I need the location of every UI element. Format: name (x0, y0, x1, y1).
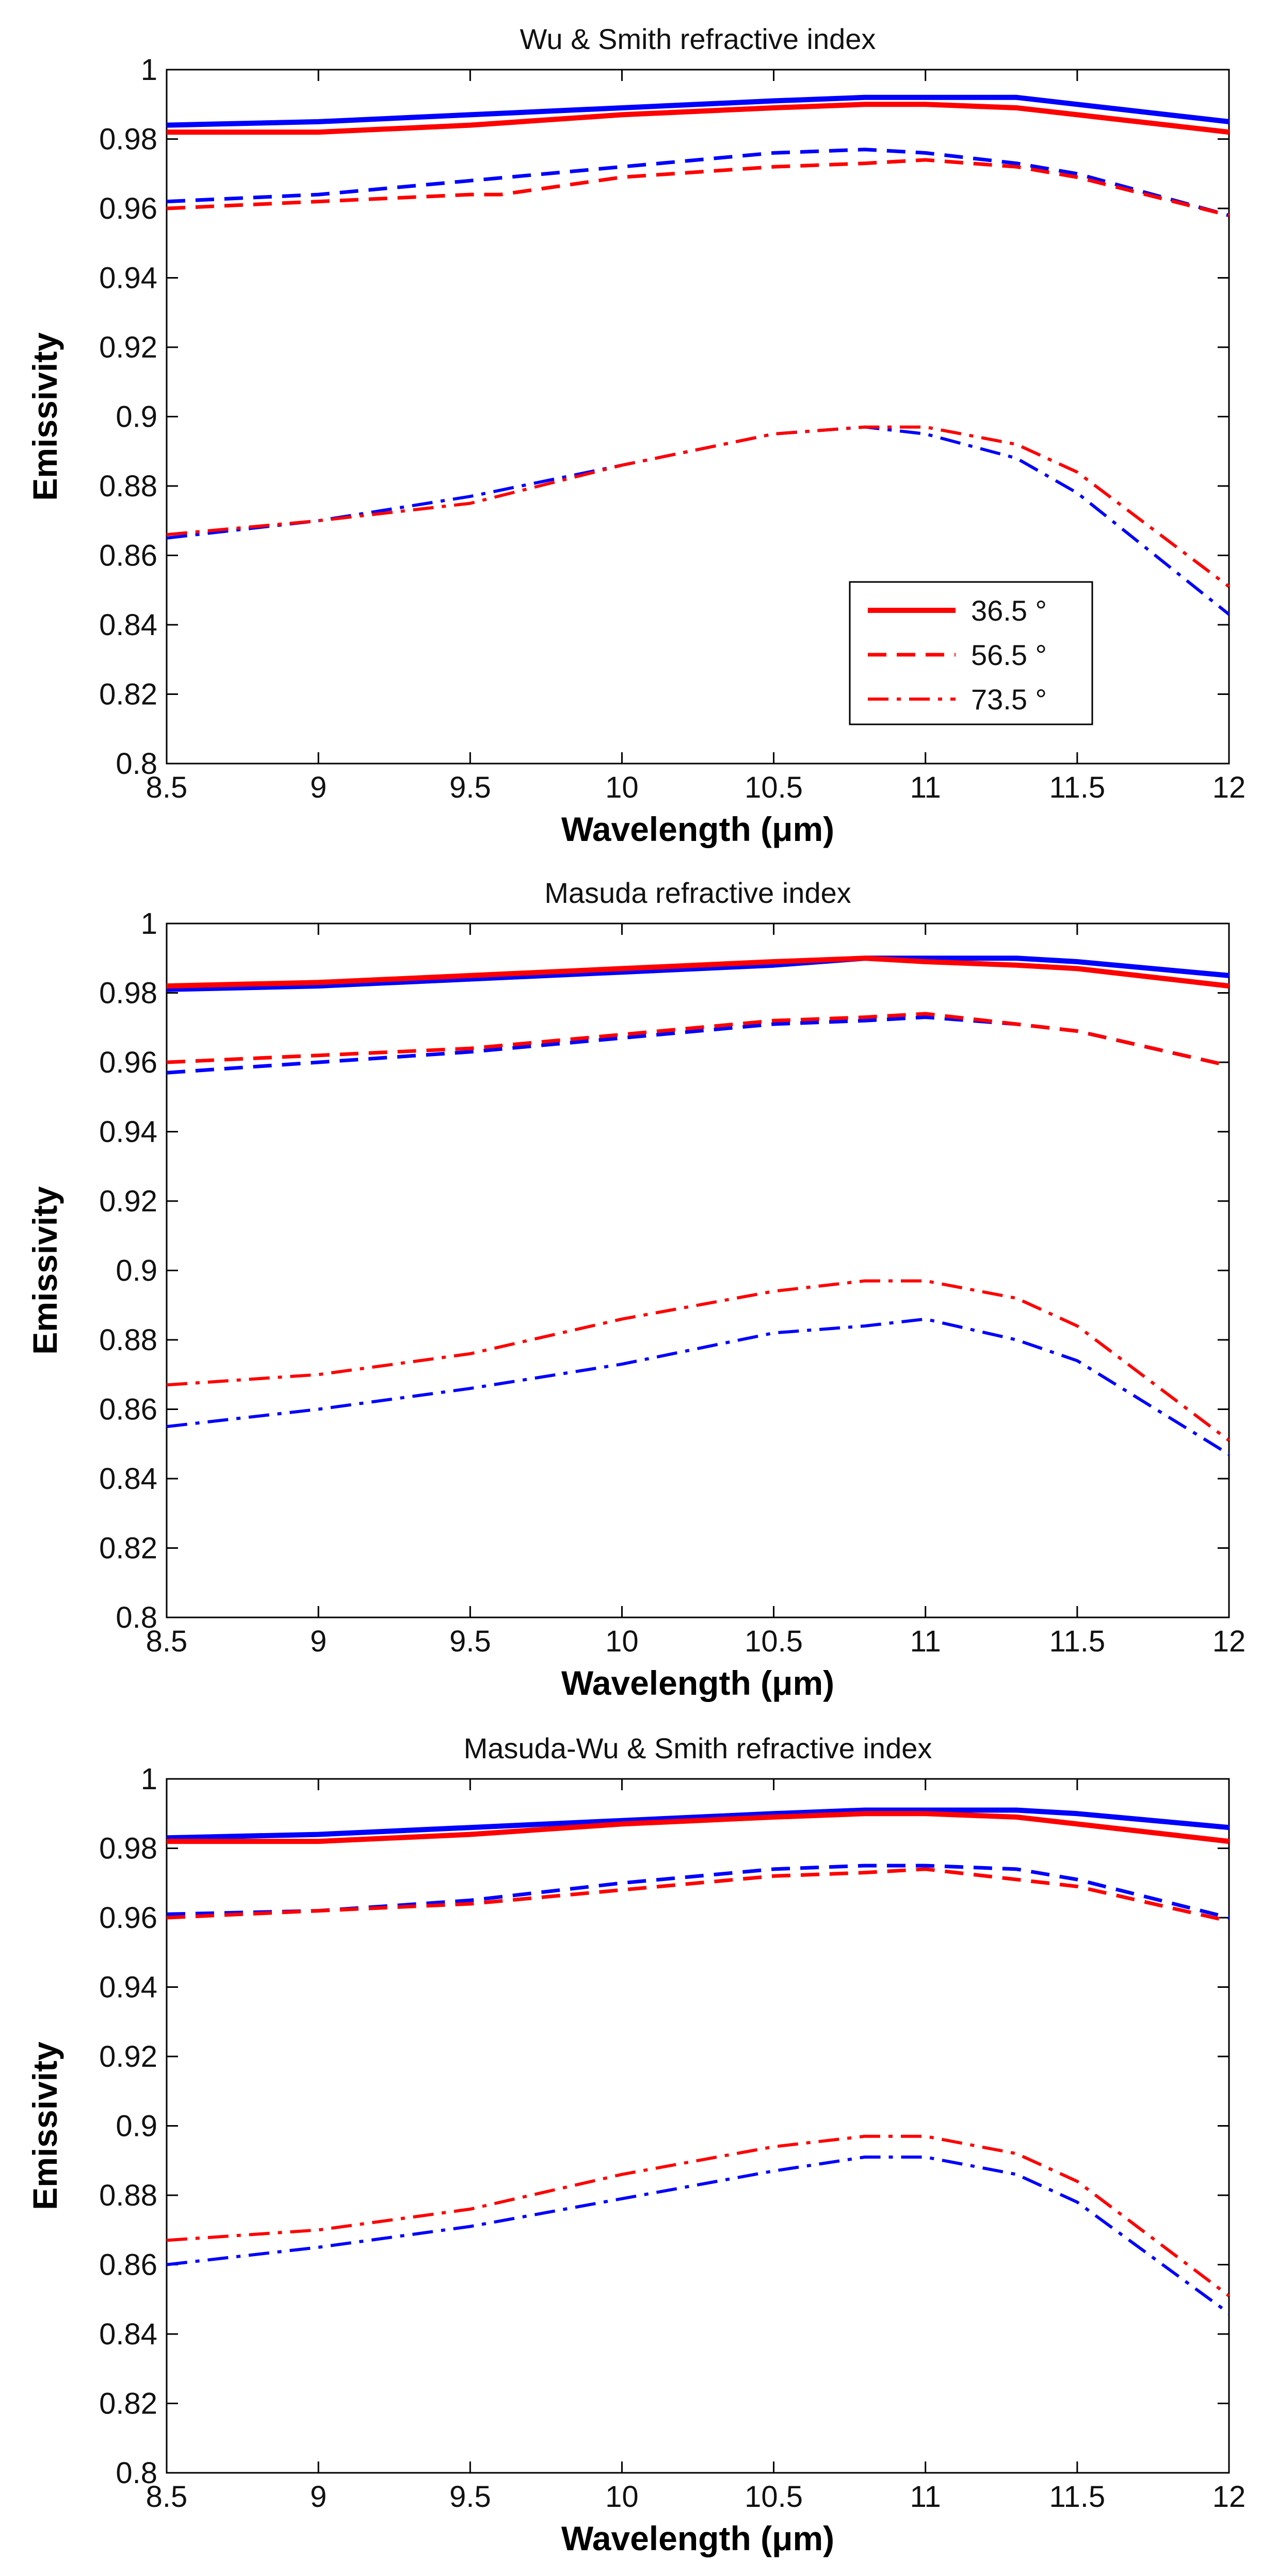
x-axis-label: Wavelength (μm) (561, 1664, 834, 1702)
x-tick-label: 9 (310, 2480, 327, 2514)
x-tick-label: 11 (910, 771, 941, 804)
y-tick-label: 0.8 (116, 747, 157, 781)
panel-1: Wu & Smith refractive index 8.5 9 9.5 10 10.5… (26, 23, 1245, 848)
y-tick-label: 0.96 (99, 1901, 157, 1935)
series-line-dashed-blue (166, 148, 1230, 217)
x-tick-label: 11 (910, 1625, 941, 1658)
y-tick-label: 0.86 (99, 2248, 157, 2282)
y-tick-label: 0.9 (116, 2110, 157, 2143)
panel-3: Masuda-Wu & Smith refractive index 8.5 9 9.… (26, 1732, 1245, 2557)
y-tick-label: 0.88 (99, 1323, 157, 1357)
y-tick-label: 0.82 (99, 678, 157, 711)
y-tick-label: 0.8 (116, 1601, 157, 1634)
y-axis-label: Emissivity (26, 2042, 64, 2210)
x-tick-label: 11.5 (1049, 1625, 1106, 1658)
series-line-dashed-red (166, 1867, 1230, 1923)
series-line-solid-red (167, 102, 1230, 135)
series-line-dashed-blue (166, 1015, 1230, 1075)
series-line-solid-blue (166, 1807, 1230, 1841)
x-tick-label: 11.5 (1049, 771, 1106, 804)
series-line-dashdot-blue (166, 2156, 1230, 2315)
legend-label: 36.5 ° (971, 594, 1047, 627)
x-axis-label: Wavelength (μm) (561, 810, 834, 848)
x-tick-label: 8.5 (146, 2480, 188, 2514)
legend: 36.5 ° 56.5 ° 73.5 ° (849, 581, 1093, 725)
x-axis-label: Wavelength (μm) (561, 2519, 834, 2557)
y-tick-label: 1 (141, 53, 157, 87)
series-line-solid-red (167, 1811, 1230, 1844)
x-tick-label: 9.5 (449, 1625, 491, 1658)
y-tick-label: 0.84 (99, 608, 157, 642)
legend-box (849, 581, 1093, 725)
x-tick-label: 8.5 (146, 771, 188, 804)
y-axis-label: Emissivity (26, 332, 64, 501)
x-tick-label: 12 (1212, 2480, 1246, 2514)
y-tick-label: 0.94 (99, 1115, 157, 1149)
series-line-dashdot-red (166, 2134, 1230, 2297)
y-tick-label: 0.98 (99, 123, 157, 156)
y-tick-label: 0.86 (99, 539, 157, 573)
x-tick-label: 9.5 (449, 771, 491, 804)
panel-title: Masuda-Wu & Smith refractive index (464, 1732, 932, 1764)
y-tick-label: 0.98 (99, 1832, 157, 1866)
y-tick-label: 0.82 (99, 2387, 157, 2421)
y-tick-label: 0.92 (99, 331, 157, 364)
x-tick-label: 9 (310, 771, 327, 804)
y-tick-label: 0.82 (99, 1532, 157, 1565)
y-tick-label: 0.84 (99, 2318, 157, 2351)
panel-title: Wu & Smith refractive index (520, 23, 876, 55)
legend-label: 56.5 ° (971, 639, 1047, 671)
y-tick-label: 0.98 (99, 977, 157, 1010)
y-axis-label: Emissivity (26, 1186, 64, 1355)
y-tick-label: 0.9 (116, 1254, 157, 1288)
series-line-solid-red (166, 955, 1230, 989)
x-tick-label: 12 (1212, 1625, 1246, 1658)
series-line-dashed-red (166, 1012, 1230, 1068)
x-tick-label: 10 (605, 2480, 639, 2514)
series-line-dashed-red (166, 158, 1230, 217)
series-line-dashed-blue (166, 1864, 1230, 1920)
y-tick-label: 0.96 (99, 1046, 157, 1079)
y-tick-label: 1 (141, 1762, 157, 1796)
y-tick-label: 0.86 (99, 1393, 157, 1427)
y-tick-label: 0.84 (99, 1462, 157, 1496)
y-tick-label: 0.92 (99, 1185, 157, 1218)
y-tick-label: 1 (141, 907, 157, 941)
y-tick-label: 0.88 (99, 469, 157, 503)
y-tick-label: 0.8 (116, 2456, 157, 2490)
series-line-dashdot-red (166, 425, 1230, 588)
y-tick-label: 0.88 (99, 2179, 157, 2212)
x-tick-label: 10.5 (745, 1625, 803, 1658)
x-tick-label: 10 (605, 771, 639, 804)
series-line-solid-blue (166, 94, 1230, 128)
y-tick-label: 0.92 (99, 2040, 157, 2073)
series-line-dashdot-blue (166, 1317, 1230, 1456)
x-tick-label: 12 (1212, 771, 1246, 804)
x-tick-label: 11 (910, 2480, 941, 2514)
x-tick-label: 8.5 (146, 1625, 188, 1658)
legend-label: 73.5 ° (971, 683, 1047, 716)
x-tick-label: 9 (310, 1625, 327, 1658)
y-tick-label: 0.96 (99, 192, 157, 225)
y-tick-label: 0.9 (116, 400, 157, 434)
y-tick-label: 0.94 (99, 1971, 157, 2004)
x-tick-label: 10.5 (745, 771, 803, 804)
x-tick-label: 9.5 (449, 2480, 491, 2514)
y-tick-label: 0.94 (99, 262, 157, 295)
x-tick-label: 10.5 (745, 2480, 803, 2514)
panel-title: Masuda refractive index (544, 877, 851, 909)
series-line-dashdot-red (166, 1279, 1230, 1442)
x-tick-label: 10 (605, 1625, 639, 1658)
x-tick-label: 11.5 (1049, 2480, 1106, 2514)
